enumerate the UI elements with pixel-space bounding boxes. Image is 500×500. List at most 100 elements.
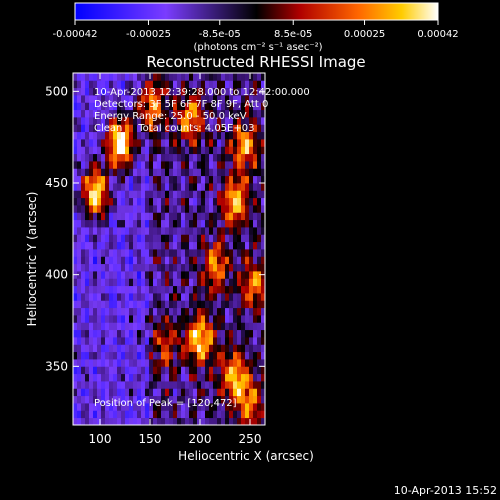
heatmap-cell (161, 329, 166, 338)
heatmap-cell (141, 183, 146, 191)
heatmap-cell (85, 205, 90, 213)
heatmap-cell (145, 87, 150, 96)
heatmap-cell (149, 381, 154, 389)
heatmap-cell (241, 234, 246, 243)
heatmap-cell (185, 322, 190, 331)
heatmap-cell (121, 395, 126, 404)
heatmap-cell (149, 403, 154, 411)
heatmap-cell (121, 73, 126, 81)
heatmap-cell (225, 146, 230, 155)
heatmap-cell (181, 183, 186, 191)
heatmap-cell (93, 366, 98, 375)
heatmap-cell (161, 373, 166, 382)
heatmap-cell (153, 329, 158, 338)
heatmap-cell (125, 271, 130, 279)
x-tick-label: 200 (189, 432, 212, 446)
heatmap-cell (241, 139, 246, 147)
heatmap-cell (141, 388, 146, 397)
heatmap-cell (125, 197, 130, 206)
heatmap-cell (237, 139, 242, 147)
heatmap-cell (229, 205, 234, 213)
heatmap-cell (105, 285, 110, 294)
heatmap-cell (213, 139, 218, 147)
heatmap-cell (261, 205, 265, 213)
heatmap-cell (185, 271, 190, 279)
heatmap-cell (209, 241, 214, 250)
heatmap-cell (101, 263, 106, 272)
heatmap-cell (233, 139, 238, 147)
heatmap-cell (189, 80, 194, 89)
heatmap-cell (153, 109, 158, 118)
heatmap-cell (241, 388, 246, 397)
heatmap-cell (105, 395, 110, 404)
heatmap-cell (193, 366, 198, 375)
heatmap-cell (249, 161, 254, 169)
heatmap-cell (225, 271, 230, 279)
heatmap-cell (85, 190, 90, 199)
heatmap-cell (217, 146, 222, 155)
heatmap-cell (89, 300, 94, 309)
heatmap-cell (181, 315, 186, 323)
heatmap-cell (141, 410, 146, 419)
heatmap-cell (185, 263, 190, 272)
heatmap-cell (141, 307, 146, 316)
heatmap-cell (169, 205, 174, 213)
heatmap-cell (177, 256, 182, 265)
heatmap-cell (185, 359, 190, 367)
heatmap-cell (257, 183, 262, 191)
heatmap-cell (157, 417, 162, 425)
heatmap-cell (229, 249, 234, 257)
heatmap-cell (121, 161, 126, 169)
heatmap-cell (149, 300, 154, 309)
heatmap-cell (217, 329, 222, 338)
heatmap-cell (205, 293, 210, 301)
heatmap-cell (177, 139, 182, 147)
heatmap-cell (233, 322, 238, 331)
heatmap-cell (173, 263, 178, 272)
heatmap-cell (109, 161, 114, 169)
heatmap-cell (89, 278, 94, 287)
heatmap-cell (193, 256, 198, 265)
heatmap-cell (245, 271, 250, 279)
heatmap-cell (185, 256, 190, 265)
heatmap-cell (141, 285, 146, 294)
heatmap-cell (145, 73, 150, 81)
heatmap-cell (93, 359, 98, 367)
heatmap-cell (201, 109, 206, 118)
heatmap-cell (125, 249, 130, 257)
colorbar-tick-label: 0.00025 (344, 29, 385, 40)
heatmap-cell (77, 359, 82, 367)
heatmap-cell (229, 256, 234, 265)
heatmap-cell (193, 95, 198, 103)
heatmap-cell (157, 388, 162, 397)
heatmap-cell (113, 271, 118, 279)
heatmap-cell (249, 344, 254, 353)
heatmap-cell (221, 124, 226, 133)
heatmap-cell (245, 139, 250, 147)
heatmap-cell (225, 197, 230, 206)
heatmap-cell (221, 278, 226, 287)
heatmap-cell (197, 410, 202, 419)
colorbar-tick-label: -0.00042 (53, 29, 98, 40)
heatmap-cell (241, 403, 246, 411)
heatmap-cell (125, 307, 130, 316)
heatmap-cell (169, 73, 174, 81)
heatmap-cell (233, 183, 238, 191)
heatmap-cell (205, 197, 210, 206)
heatmap-cell (189, 234, 194, 243)
heatmap-cell (233, 329, 238, 338)
heatmap-cell (189, 263, 194, 272)
heatmap-cell (253, 241, 258, 250)
heatmap-cell (241, 102, 246, 111)
heatmap-cell (197, 102, 202, 111)
heatmap-cell (173, 278, 178, 287)
heatmap-cell (73, 190, 78, 199)
heatmap-cell (241, 168, 246, 177)
heatmap-cell (201, 256, 206, 265)
heatmap-cell (173, 205, 178, 213)
heatmap-cell (241, 329, 246, 338)
heatmap-cell (165, 139, 170, 147)
heatmap-cell (161, 359, 166, 367)
heatmap-cell (237, 307, 242, 316)
heatmap-cell (165, 417, 170, 425)
